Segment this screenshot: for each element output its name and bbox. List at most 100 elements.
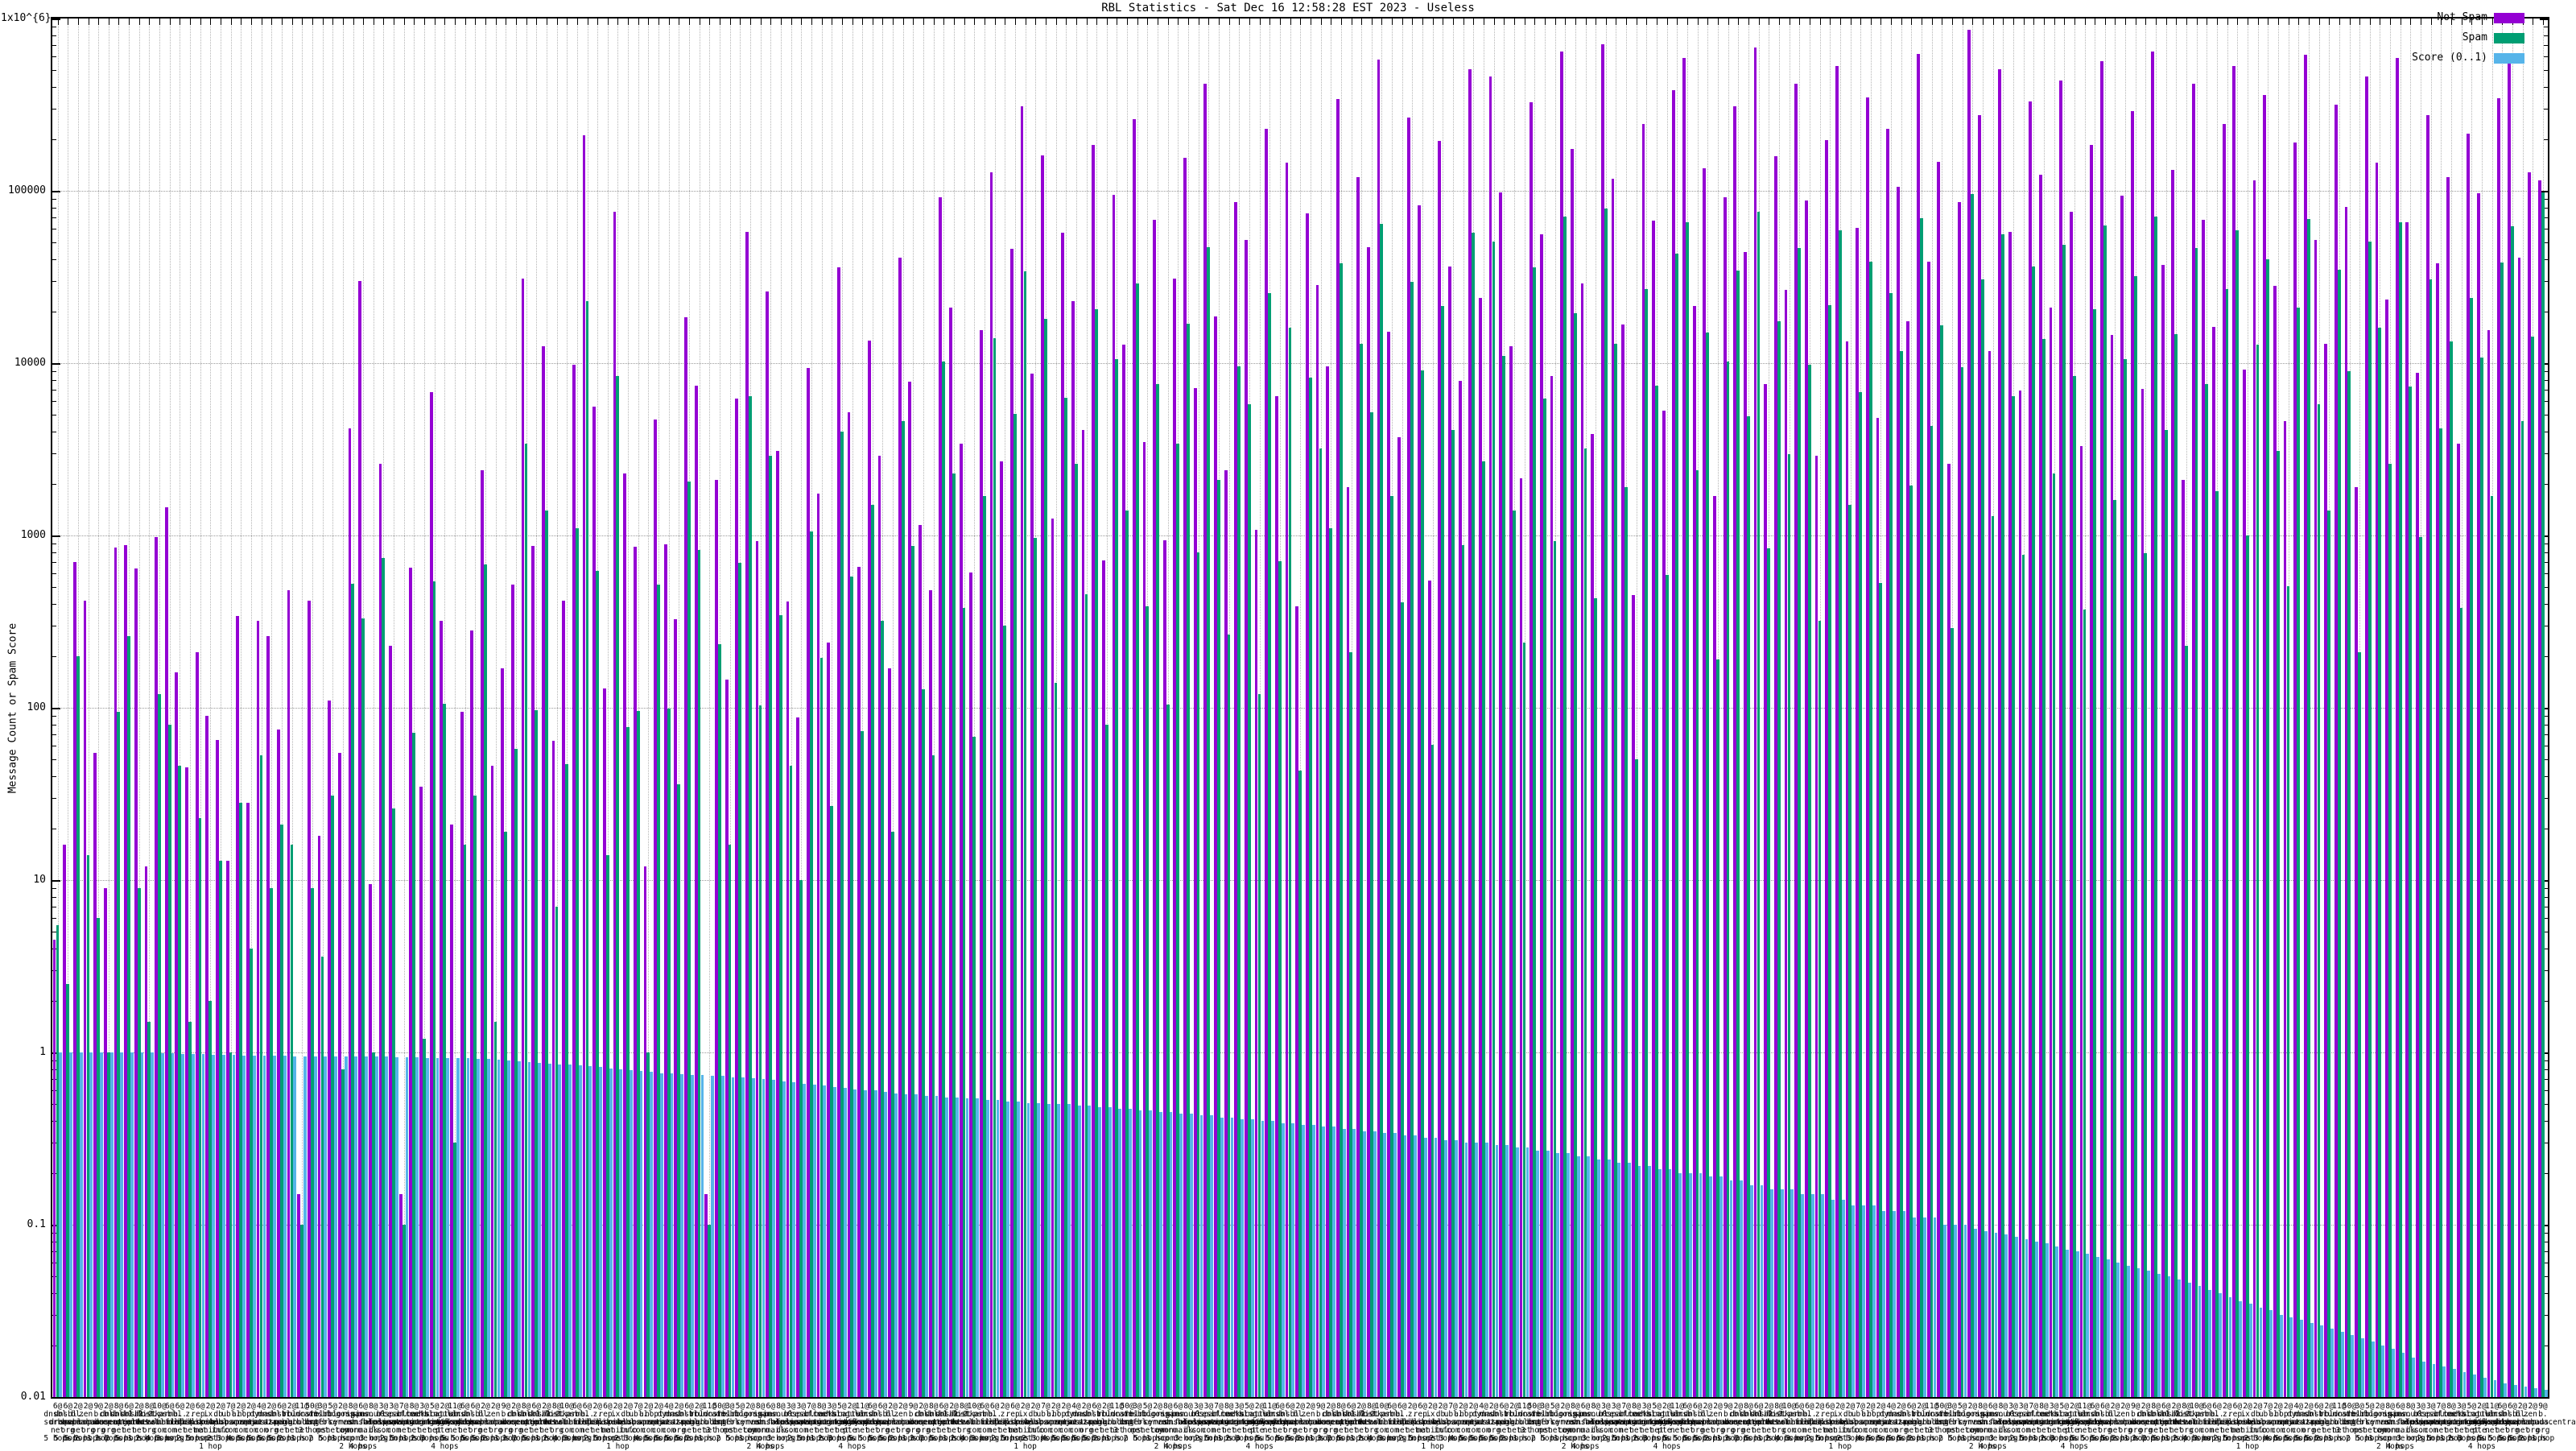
y-tick-minor [2544,242,2548,244]
bar-not-spam [602,688,606,1397]
x-tick-top [1819,19,1821,25]
bar-not-spam [2069,211,2073,1397]
x-tick-top [749,19,751,25]
bar-score [2178,1279,2182,1397]
bar-score [639,1071,643,1397]
bar-score [578,1065,582,1397]
x-tick-top [434,19,436,25]
bar-not-spam [1295,606,1299,1397]
bar-score [2136,1267,2140,1397]
x-tick-label: 2@ all. spamrats. com 4 hops [1850,1402,1892,1443]
x-tick-label: 9@ b. barracudacentral. org 1 hop [2506,1402,2576,1443]
x-tick-top [322,19,324,25]
x-tick-label: 6@ bl. mailspike. net origin [1786,1402,1833,1443]
bar-spam [1360,343,1363,1397]
bar-spam [504,832,508,1397]
bar-score [2493,1380,2497,1397]
bar-not-spam [2243,369,2246,1397]
bar-score [283,1055,287,1397]
x-tick-top [2186,19,2188,25]
bar-spam [2409,387,2413,1397]
bar-not-spam [1162,539,1166,1397]
y-tick-minor [52,198,56,200]
x-tick-top [291,19,293,25]
bar-score [2452,1369,2456,1397]
bar-score [2014,1237,2018,1397]
x-tick-label: 7@ bl. spameatingmonkey. net 5 hops [1590,1402,1669,1443]
x-tick-top [1208,19,1210,25]
x-tick-label: 2@ dnsbl-3. uceprotect. net 1 hop [1335,1402,1387,1443]
bar-spam [1146,606,1150,1397]
legend-entry-not-spam: Not Spam [2222,11,2536,24]
v-gridline [403,19,405,1397]
bar-not-spam [1458,380,1462,1397]
bar-score [1810,1194,1814,1397]
bar-not-spam [1142,441,1146,1397]
bar-spam [331,795,334,1397]
bar-spam [1196,552,1200,1397]
x-tick-label: 6@ dnsbl. zapbl. net 5 hops [1490,1402,1518,1443]
bar-not-spam [1896,187,1900,1397]
bar-spam [738,563,742,1397]
bar-not-spam [1519,477,1523,1397]
bar-not-spam [521,278,525,1397]
x-tick-label: 6@ dnsbl-2. uceprotect. net 5 hops [2140,1402,2192,1443]
bar-not-spam [2140,388,2145,1397]
x-tick-top [1718,19,1719,25]
x-tick-label: 3@ dnsbl. spfbl. net 2 hops [1123,1402,1151,1443]
y-tick-label: 10 [33,874,46,886]
bar-score [976,1098,980,1397]
bar-score [1556,1153,1560,1397]
bar-spam [1349,652,1353,1397]
x-tick-label: 50@ dnsrbl. org 3 hops [703,1402,737,1435]
y-tick-minor [52,587,56,589]
v-gridline [515,19,517,1397]
bar-not-spam [2090,144,2094,1397]
bar-spam [1980,279,1984,1397]
bar-spam [76,655,80,1397]
bar-spam [1920,218,1923,1397]
bar-score [1159,1112,1162,1397]
bar-not-spam [1723,196,1727,1397]
bar-score [497,1059,501,1397]
x-tick-top [556,19,558,25]
bar-spam [1380,224,1384,1397]
x-tick-top [954,19,956,25]
x-tick-label: 3@ bl. nordspam. com origin [1585,1402,1627,1443]
x-tick-top [526,19,527,25]
x-tick-label: 7@ ubl. unsubscore. com 3 hops [1835,1402,1886,1443]
x-tick-label: 5@ rbl. interserver. net 5 hops [1934,1402,1990,1443]
bar-score [1943,1225,1947,1397]
bar-not-spam [205,715,209,1397]
bar-spam [229,1052,233,1397]
x-tick-label: 6@ dnsbl-2. uceprotect. net 5 hops [918,1402,969,1443]
x-tick-label: 6@ rep. mailspike. net 5 hops [584,1402,631,1443]
bar-not-spam [378,464,382,1397]
x-tick-label: 6@ dnsbl. zapbl. net 5 hops [2305,1402,2333,1443]
bar-not-spam [1499,192,1503,1397]
bar-spam [1624,487,1628,1397]
x-tick-label: 3@ netbl. spameatingmonkey. net 2 hops [2017,1402,2096,1443]
v-gridline [668,19,670,1397]
x-tick-top [2104,19,2106,25]
bar-not-spam [2079,446,2083,1397]
x-tick-label: 2@ bl. spamcop. net 5 hops [2504,1402,2541,1443]
x-tick-label: 11@ wl. mailspike. net 5 hops [2061,1402,2108,1443]
y-tick-major [52,191,60,192]
x-tick-label: 2@ singular. ttk. pte. hu 4 hops [423,1402,466,1451]
v-gridline [1432,19,1434,1397]
bar-score [924,1095,928,1397]
bar-not-spam [867,341,871,1397]
x-tick-label: 3@ 0spam. fusionzero. com 2 hops [368,1402,419,1443]
x-tick-top [2471,19,2473,25]
bar-spam [1095,309,1098,1397]
bar-score [2198,1286,2202,1397]
x-tick-top [1392,19,1393,25]
bar-score [1241,1118,1244,1397]
h-gridline [52,535,2548,536]
bar-score [2330,1328,2334,1397]
y-tick-minor [2544,1232,2548,1234]
x-tick-label: 6@ bl. mailspike. net origin [564,1402,611,1443]
x-tick-label: 10@ hostkarma. junkemailfilter. com 4 ho… [530,1402,605,1443]
bar-not-spam [949,308,952,1397]
